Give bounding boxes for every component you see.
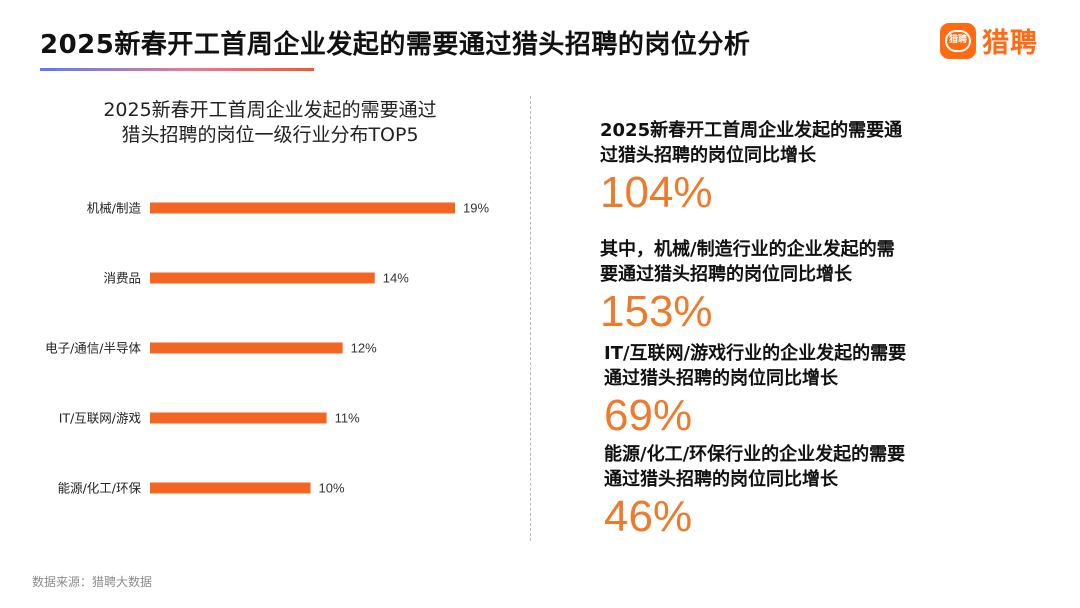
bar (150, 342, 343, 354)
stat-total-growth: 2025新春开工首周企业发起的需要通 过猎头招聘的岗位同比增长 104% (600, 118, 902, 216)
data-label: 10% (319, 481, 345, 496)
data-label: 11% (335, 411, 360, 426)
stat-label-line-2: 通过猎头招聘的岗位同比增长 (604, 469, 838, 490)
bar (150, 202, 455, 214)
category-label: 电子/通信/半导体 (45, 341, 141, 356)
industry-bar-chart: 机械/制造 19% 消费品 14% 电子/通信/半导体 12% IT/互联网/游戏 11% 能源… (45, 201, 489, 496)
category-label: IT/互联网/游戏 (59, 411, 141, 426)
stat-value: 153% (600, 287, 713, 336)
stat-value: 104% (600, 168, 713, 217)
stat-label-line-1: IT/互联网/游戏行业的企业发起的需要 (604, 343, 907, 364)
stat-label-line-2: 要通过猎头招聘的岗位同比增长 (600, 264, 852, 285)
stat-label-line-1: 2025新春开工首周企业发起的需要通 (600, 120, 903, 141)
section-divider (530, 96, 531, 541)
category-label: 能源/化工/环保 (58, 481, 142, 496)
title-underline (40, 68, 314, 71)
category-label: 机械/制造 (87, 201, 142, 216)
stat-value: 46% (604, 492, 693, 541)
liepin-logo: 猎聘 猎聘 (940, 21, 1038, 60)
bar (150, 412, 327, 424)
data-label: 19% (463, 201, 489, 216)
chart-title-line-1: 2025新春开工首周企业发起的需要通过 (103, 99, 437, 121)
liepin-logo-icon: 猎聘 (940, 22, 976, 59)
chart-title: 2025新春开工首周企业发起的需要通过 猎头招聘的岗位一级行业分布TOP5 (60, 98, 480, 148)
data-label: 14% (383, 271, 409, 286)
data-label: 12% (351, 341, 377, 356)
stat-label-line-2: 过猎头招聘的岗位同比增长 (600, 145, 816, 166)
stat-label-line-1: 其中，机械/制造行业的企业发起的需 (600, 239, 895, 260)
stat-label-line-2: 通过猎头招聘的岗位同比增长 (604, 368, 838, 389)
stat-value: 69% (604, 391, 693, 440)
bar (150, 482, 311, 494)
logo-icon-text: 猎聘 (945, 29, 971, 52)
category-label: 消费品 (103, 271, 141, 286)
stat-it-growth: IT/互联网/游戏行业的企业发起的需要 通过猎头招聘的岗位同比增长 69% (604, 341, 906, 439)
page-title: 2025新春开工首周企业发起的需要通过猎头招聘的岗位分析 (40, 30, 751, 60)
stat-label-line-1: 能源/化工/环保行业的企业发起的需要 (604, 444, 906, 465)
bar (150, 272, 375, 284)
chart-title-line-2: 猎头招聘的岗位一级行业分布TOP5 (121, 124, 419, 146)
data-source: 数据来源：猎聘大数据 (32, 575, 153, 589)
logo-text: 猎聘 (982, 28, 1038, 59)
stat-machinery-growth: 其中，机械/制造行业的企业发起的需 要通过猎头招聘的岗位同比增长 153% (600, 237, 895, 335)
stat-energy-growth: 能源/化工/环保行业的企业发起的需要 通过猎头招聘的岗位同比增长 46% (604, 442, 905, 540)
